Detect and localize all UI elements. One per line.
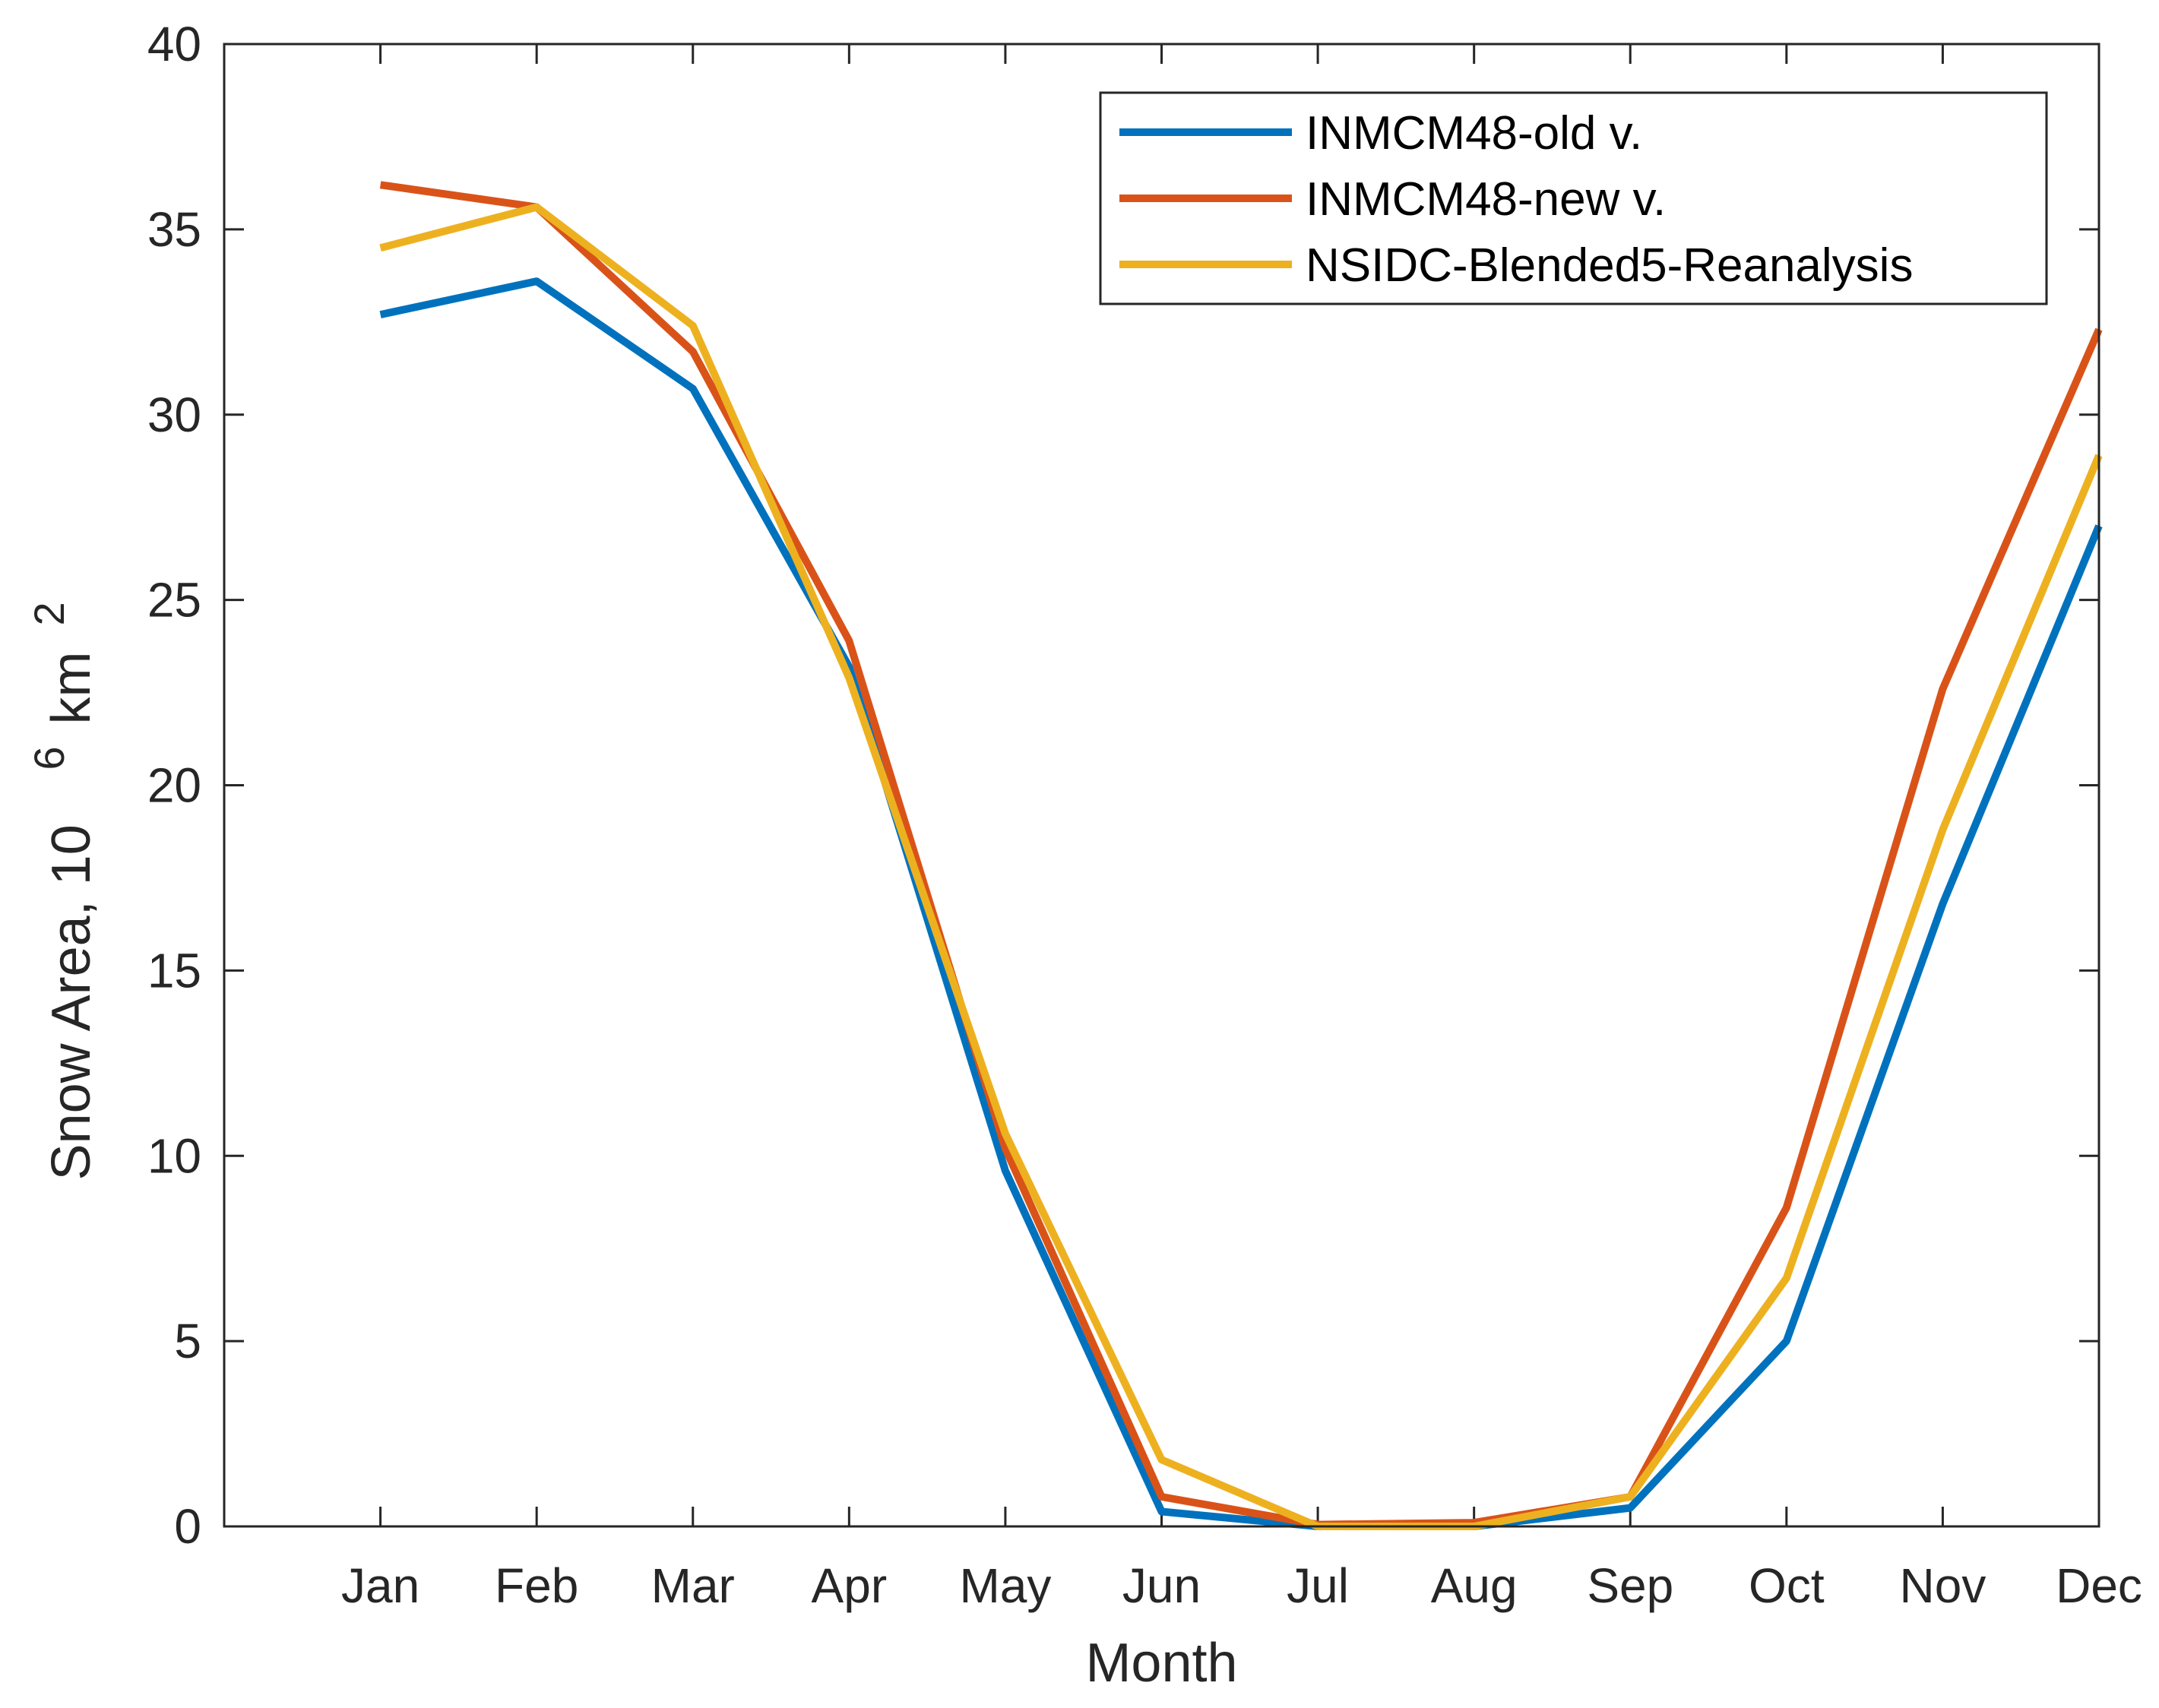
legend-entry: NSIDC-Blended5-Reanalysis <box>1119 239 1913 292</box>
y-tick-label: 40 <box>147 17 201 71</box>
legend-label: INMCM48-old v. <box>1306 107 1642 160</box>
plot-area-frame <box>223 43 2100 1528</box>
x-axis-label: Month <box>1085 1633 1237 1694</box>
x-tick-label: Dec <box>2056 1558 2142 1613</box>
legend-entry: INMCM48-new v. <box>1119 173 1666 226</box>
x-tick-label: Apr <box>812 1558 888 1613</box>
series-lines <box>379 181 2103 1530</box>
y-tick-label: 35 <box>147 202 201 257</box>
y-tick-label: 30 <box>147 387 201 442</box>
series-line-3 <box>379 203 2103 1530</box>
y-axis-label: Snow Area, 10 6 km 2 <box>25 602 102 1180</box>
legend-label: NSIDC-Blended5-Reanalysis <box>1306 239 1913 292</box>
x-tick-label: May <box>959 1558 1051 1613</box>
y-tick-label: 10 <box>147 1128 201 1183</box>
x-tick-label: Jun <box>1122 1558 1201 1613</box>
y-axis-label-unit-exponent: 2 <box>25 602 73 625</box>
y-axis-label-exponent: 6 <box>25 746 73 770</box>
x-tick-label: Nov <box>1900 1558 1986 1613</box>
y-tick-label: 5 <box>174 1314 201 1368</box>
series-line-1 <box>379 277 2103 1530</box>
legend-label: INMCM48-new v. <box>1306 173 1666 226</box>
series-line-2 <box>379 181 2103 1529</box>
x-tick-label: Feb <box>495 1558 578 1613</box>
y-tick-label: 15 <box>147 943 201 998</box>
tick-labels: Jan Feb Mar Apr May Jun Jul Aug Sep Oct Nov Dec 0 5 10… <box>147 17 2142 1613</box>
y-axis-label-unit: km <box>41 652 102 725</box>
x-tick-label: Jan <box>341 1558 419 1613</box>
x-tick-label: Oct <box>1749 1558 1825 1613</box>
x-tick-label: Mar <box>651 1558 735 1613</box>
y-tick-label: 20 <box>147 758 201 813</box>
y-tick-label: 25 <box>147 573 201 628</box>
y-tick-label: 0 <box>174 1499 201 1554</box>
legend-entry: INMCM48-old v. <box>1119 107 1642 160</box>
y-axis-label-main: Snow Area, 10 <box>41 824 102 1180</box>
x-tick-label: Jul <box>1287 1558 1349 1613</box>
x-tick-label: Aug <box>1431 1558 1518 1613</box>
legend: INMCM48-old v. INMCM48-new v. NSIDC-Blende… <box>1099 91 2048 305</box>
x-tick-label: Sep <box>1587 1558 1673 1613</box>
